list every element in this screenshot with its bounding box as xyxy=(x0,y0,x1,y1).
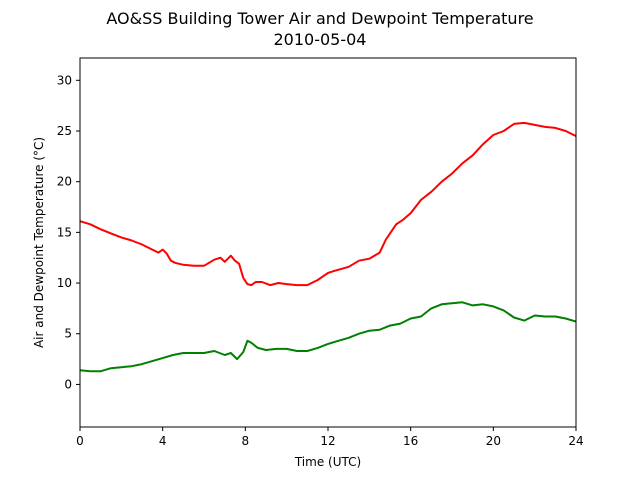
air-temperature-line xyxy=(79,121,577,287)
chart-title: AO&SS Building Tower Air and Dewpoint Te… xyxy=(106,9,533,28)
x-tick-label: 4 xyxy=(159,434,167,448)
x-axis: 0 4 8 12 16 20 24 xyxy=(76,427,584,448)
y-tick-label: 20 xyxy=(57,175,72,189)
chart-subtitle: 2010-05-04 xyxy=(274,30,367,49)
series-layer xyxy=(79,121,577,373)
x-tick-label: 20 xyxy=(486,434,501,448)
x-tick-label: 12 xyxy=(320,434,335,448)
x-tick-label: 8 xyxy=(242,434,250,448)
y-tick-label: 30 xyxy=(57,73,72,87)
y-tick-label: 5 xyxy=(64,327,72,341)
y-axis: 0 5 10 15 20 25 30 xyxy=(57,73,80,391)
plot-area xyxy=(80,58,576,427)
x-tick-label: 16 xyxy=(403,434,418,448)
dewpoint-temperature-line xyxy=(79,301,577,373)
y-axis-label: Air and Dewpoint Temperature (°C) xyxy=(32,137,46,348)
y-tick-label: 0 xyxy=(64,377,72,391)
y-tick-label: 15 xyxy=(57,225,72,239)
y-tick-label: 25 xyxy=(57,124,72,138)
x-axis-label: Time (UTC) xyxy=(294,455,361,469)
x-tick-label: 0 xyxy=(76,434,84,448)
y-tick-label: 10 xyxy=(57,276,72,290)
x-tick-label: 24 xyxy=(568,434,583,448)
